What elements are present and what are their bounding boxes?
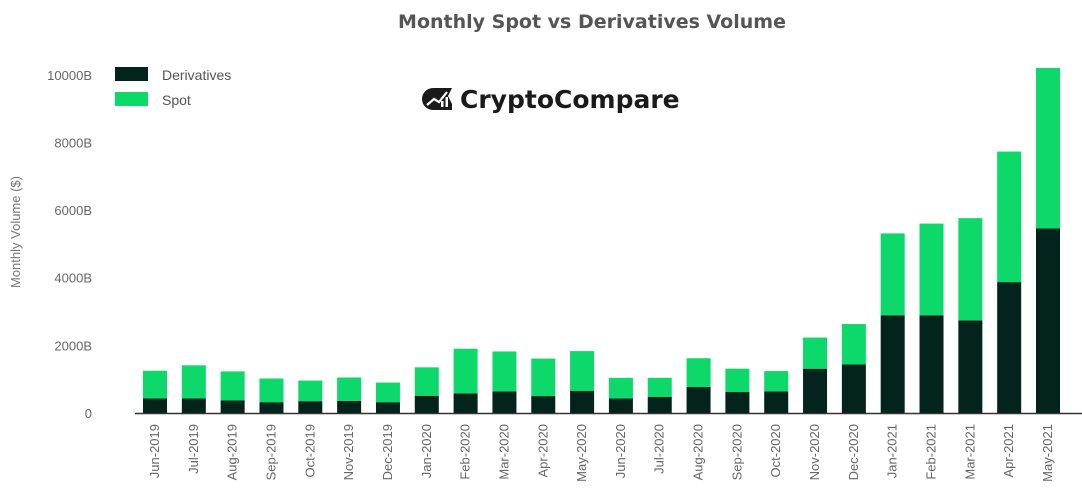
bar-spot-dec-2020 — [841, 324, 866, 365]
x-tick-label: Dec-2020 — [846, 424, 861, 480]
bar-spot-mar-2020 — [492, 351, 517, 392]
bar-derivatives-jul-2019 — [181, 398, 206, 413]
bar-spot-oct-2019 — [298, 380, 323, 402]
x-tick-label: Apr-2021 — [1001, 424, 1016, 477]
y-axis-label: Monthly Volume ($) — [8, 176, 23, 288]
bar-spot-jun-2020 — [608, 377, 633, 399]
bar-spot-aug-2020 — [686, 358, 711, 387]
x-tick-label: Nov-2019 — [341, 424, 356, 480]
legend: Derivatives Spot — [115, 67, 231, 108]
x-tick-label: Oct-2020 — [768, 424, 783, 477]
x-tick-label: Feb-2021 — [924, 424, 939, 480]
bar-spot-apr-2020 — [531, 358, 556, 397]
bar-derivatives-apr-2021 — [997, 282, 1022, 413]
x-tick-label: Jun-2019 — [147, 424, 162, 478]
bar-spot-sep-2019 — [259, 378, 284, 403]
bar-spot-mar-2021 — [958, 218, 983, 321]
x-tick-label: Jan-2020 — [419, 424, 434, 478]
bar-derivatives-aug-2019 — [220, 400, 245, 413]
y-tick-label: 0 — [85, 406, 92, 421]
x-tick-label: Mar-2021 — [962, 424, 977, 480]
bar-derivatives-may-2021 — [1036, 228, 1060, 413]
bar-derivatives-aug-2020 — [686, 386, 711, 413]
bar-spot-jul-2020 — [647, 377, 672, 397]
x-tick-label: Apr-2020 — [535, 424, 550, 477]
bar-derivatives-jun-2019 — [143, 398, 167, 413]
y-tick-label: 4000B — [54, 271, 92, 286]
bar-derivatives-mar-2021 — [958, 320, 983, 413]
bar-derivatives-may-2020 — [570, 391, 595, 413]
x-tick-label: Sep-2020 — [729, 424, 744, 480]
x-tick-label: Oct-2019 — [302, 424, 317, 477]
x-tick-label: Aug-2020 — [691, 424, 706, 480]
bars — [143, 68, 1060, 413]
bar-spot-oct-2020 — [764, 371, 789, 392]
bar-derivatives-nov-2019 — [337, 400, 362, 413]
bar-derivatives-jun-2020 — [608, 398, 633, 413]
bar-derivatives-sep-2019 — [259, 402, 284, 413]
y-tick-label: 2000B — [54, 338, 92, 353]
x-tick-label: Dec-2019 — [380, 424, 395, 480]
x-tick-label: May-2021 — [1040, 424, 1055, 482]
bar-derivatives-feb-2020 — [453, 393, 478, 413]
bar-spot-jul-2019 — [181, 365, 206, 399]
legend-label-spot: Spot — [162, 92, 191, 108]
bar-derivatives-mar-2020 — [492, 391, 517, 413]
bar-spot-nov-2020 — [803, 337, 828, 369]
bar-spot-jan-2021 — [880, 233, 905, 316]
bar-derivatives-nov-2020 — [803, 368, 828, 413]
bar-derivatives-jan-2020 — [414, 395, 439, 413]
bar-spot-aug-2019 — [220, 371, 245, 401]
y-axis-ticks: 0 2000B 4000B 6000B 8000B 10000B — [47, 68, 92, 421]
x-tick-label: Aug-2019 — [225, 424, 240, 480]
bar-spot-apr-2021 — [997, 151, 1022, 283]
bar-spot-jan-2020 — [414, 367, 439, 396]
bar-derivatives-oct-2019 — [298, 401, 323, 413]
bar-spot-dec-2019 — [375, 382, 400, 403]
cryptocompare-logo: CryptoCompare — [422, 85, 680, 114]
x-tick-label: May-2020 — [574, 424, 589, 482]
bar-spot-feb-2020 — [453, 348, 478, 394]
logo-brand-name: CryptoCompare — [460, 85, 680, 114]
x-tick-label: Jul-2019 — [186, 424, 201, 474]
bar-derivatives-sep-2020 — [725, 392, 750, 413]
y-tick-label: 6000B — [54, 203, 92, 218]
bar-derivatives-feb-2021 — [919, 315, 944, 413]
x-tick-label: Mar-2020 — [496, 424, 511, 480]
legend-swatch-spot — [115, 92, 148, 106]
bar-spot-feb-2021 — [919, 223, 944, 316]
bar-spot-may-2021 — [1036, 68, 1060, 229]
x-tick-label: Sep-2019 — [263, 424, 278, 480]
bar-derivatives-jul-2020 — [647, 396, 672, 413]
chart-title: Monthly Spot vs Derivatives Volume — [398, 11, 786, 33]
x-tick-label: Jan-2021 — [885, 424, 900, 478]
x-tick-label: Nov-2020 — [807, 424, 822, 480]
x-axis-ticks: Jun-2019 Jul-2019 Aug-2019 Sep-2019 Oct-2019… — [147, 424, 1055, 482]
bar-spot-may-2020 — [570, 351, 595, 392]
legend-swatch-derivatives — [115, 67, 148, 81]
y-tick-label: 8000B — [54, 135, 92, 150]
x-tick-label: Feb-2020 — [458, 424, 473, 480]
logo-mark-icon — [422, 88, 452, 110]
bar-derivatives-dec-2020 — [841, 364, 866, 413]
bar-derivatives-apr-2020 — [531, 396, 556, 413]
y-tick-label: 10000B — [47, 68, 92, 83]
x-tick-label: Jun-2020 — [613, 424, 628, 478]
bar-derivatives-oct-2020 — [764, 391, 789, 413]
bar-derivatives-jan-2021 — [880, 315, 905, 413]
bar-derivatives-dec-2019 — [375, 402, 400, 413]
legend-label-derivatives: Derivatives — [162, 67, 231, 83]
bar-spot-jun-2019 — [143, 370, 167, 399]
x-tick-label: Jul-2020 — [652, 424, 667, 474]
bar-spot-sep-2020 — [725, 368, 750, 393]
bar-spot-nov-2019 — [337, 377, 362, 401]
